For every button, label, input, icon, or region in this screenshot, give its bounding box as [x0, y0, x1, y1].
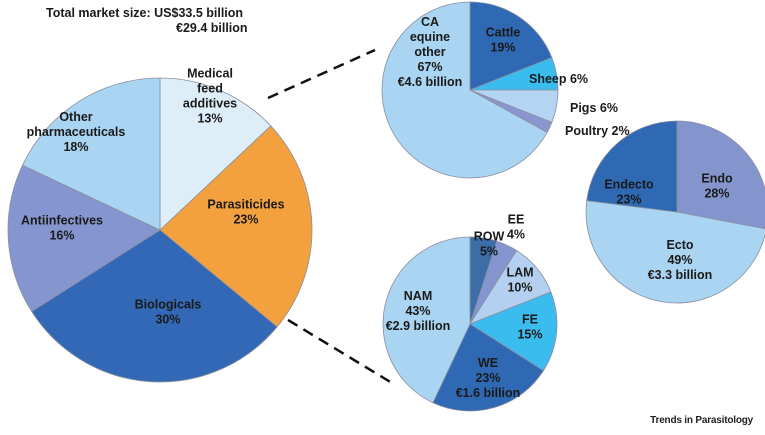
slice-label: EE 4%	[507, 213, 525, 242]
pie-slice	[676, 120, 765, 230]
total-market-size-eur: €29.4 billion	[176, 21, 248, 35]
slice-label: Other pharmaceuticals 18%	[27, 110, 126, 154]
slice-label-line: NAM	[404, 289, 432, 303]
slice-label-line: Biologicals	[135, 298, 202, 312]
slice-label-line: 30%	[155, 313, 180, 327]
slice-label-line: Parasiticides	[207, 198, 284, 212]
slice-label: Endecto 23%	[604, 178, 654, 207]
slice-label: Endo 28%	[701, 172, 733, 201]
slice-label-line: LAM	[506, 266, 533, 280]
slice-label-line: Poultry 2%	[565, 124, 630, 138]
slice-label-line: 16%	[49, 229, 74, 243]
total-market-size-usd: Total market size: US$33.5 billion	[46, 6, 244, 20]
slice-label-line: 43%	[405, 304, 430, 318]
connector-line-upper	[267, 48, 376, 100]
slice-label: Sheep 6%	[529, 72, 588, 86]
pie-slice	[381, 1, 548, 179]
slice-label-line: equine	[410, 30, 450, 44]
slice-label-line: Endo	[701, 172, 733, 186]
pie-slice	[31, 229, 278, 383]
slice-label: Cattle 19%	[486, 26, 521, 55]
pie-slice	[21, 77, 161, 231]
slice-label: CA equine other 67% €4.6 billion	[398, 15, 463, 89]
slice-label-line: 19%	[490, 41, 515, 55]
connector-line-lower	[287, 318, 393, 385]
slice-label-line: Ecto	[666, 238, 693, 252]
slice-label-line: 15%	[517, 328, 542, 342]
slice-label: Ecto 49% €3.3 billion	[648, 238, 713, 282]
parasiticide-type-pie: Endo 28% Ecto 49% €3.3 billion Endecto 23%	[585, 120, 765, 304]
slice-label-line: feed	[197, 82, 223, 96]
pie-slice	[469, 1, 553, 91]
slice-label-line: Other	[59, 110, 92, 124]
slice-label: NAM 43% €2.9 billion	[386, 289, 451, 333]
slice-label: Parasiticides 23%	[207, 198, 284, 227]
slice-label: Poultry 2%	[565, 124, 630, 138]
slice-label: Biologicals 30%	[135, 298, 202, 327]
species-split-pie: Cattle 19% Sheep 6% Pigs 6% Poultry 2% CA equi…	[381, 1, 630, 179]
slice-label-line: CA	[421, 15, 439, 29]
slice-label-line: 23%	[475, 371, 500, 385]
slice-label-line: Antiinfectives	[21, 214, 103, 228]
slice-label-line: EE	[508, 213, 525, 227]
pie-slice	[432, 323, 545, 412]
slice-label-line: 28%	[704, 187, 729, 201]
slice-label-line: €4.6 billion	[398, 75, 463, 89]
pie-slice	[7, 164, 161, 313]
slice-label-line: €1.6 billion	[456, 386, 521, 400]
slice-label: LAM 10%	[506, 266, 533, 295]
slice-label-line: ROW	[474, 230, 505, 244]
slice-label-line: 4%	[507, 228, 525, 242]
pie-slice	[586, 120, 678, 213]
slice-label-line: 23%	[233, 213, 258, 227]
zoom-connectors	[267, 48, 393, 385]
slice-label: ROW 5%	[474, 230, 505, 259]
slice-label-line: pharmaceuticals	[27, 125, 126, 139]
slice-label-line: 10%	[507, 281, 532, 295]
slice-label: Pigs 6%	[570, 101, 618, 115]
slice-label-line: FE	[522, 313, 538, 327]
slice-label-line: 13%	[197, 112, 222, 126]
pie-slice	[159, 125, 313, 328]
slice-label: Antiinfectives 16%	[21, 214, 103, 243]
journal-credit: Trends in Parasitology	[650, 415, 753, 426]
pie-slice	[585, 200, 765, 304]
slice-label-line: Cattle	[486, 26, 521, 40]
slice-label-line: additives	[183, 97, 237, 111]
slice-label-line: Medical	[187, 67, 233, 81]
pie-slice	[382, 236, 471, 404]
slice-label-line: 49%	[667, 253, 692, 267]
slice-label-line: 23%	[616, 193, 641, 207]
pie-slice	[159, 77, 272, 231]
slice-label-line: 5%	[480, 245, 498, 259]
slice-label-line: 18%	[63, 140, 88, 154]
region-split-pie: ROW 5%EE 4%LAM 10%FE 15%WE 23% €1.6 billionNAM…	[382, 213, 558, 412]
slice-label: Medical feed additives 13%	[183, 67, 237, 126]
slice-label: WE 23% €1.6 billion	[456, 356, 521, 400]
slice-label-line: Endecto	[604, 178, 654, 192]
slice-label-line: Pigs 6%	[570, 101, 618, 115]
slice-label-line: 67%	[417, 60, 442, 74]
slice-label-line: Sheep 6%	[529, 72, 588, 86]
slice-label-line: WE	[478, 356, 498, 370]
main-market-pie: Medical feed additives 13% Parasiticides 23% B…	[7, 67, 313, 383]
slice-label: FE 15%	[517, 313, 542, 342]
pie-slice	[469, 291, 558, 372]
slice-label-line: €2.9 billion	[386, 319, 451, 333]
slice-label-line: €3.3 billion	[648, 268, 713, 282]
slice-label-line: other	[414, 45, 445, 59]
